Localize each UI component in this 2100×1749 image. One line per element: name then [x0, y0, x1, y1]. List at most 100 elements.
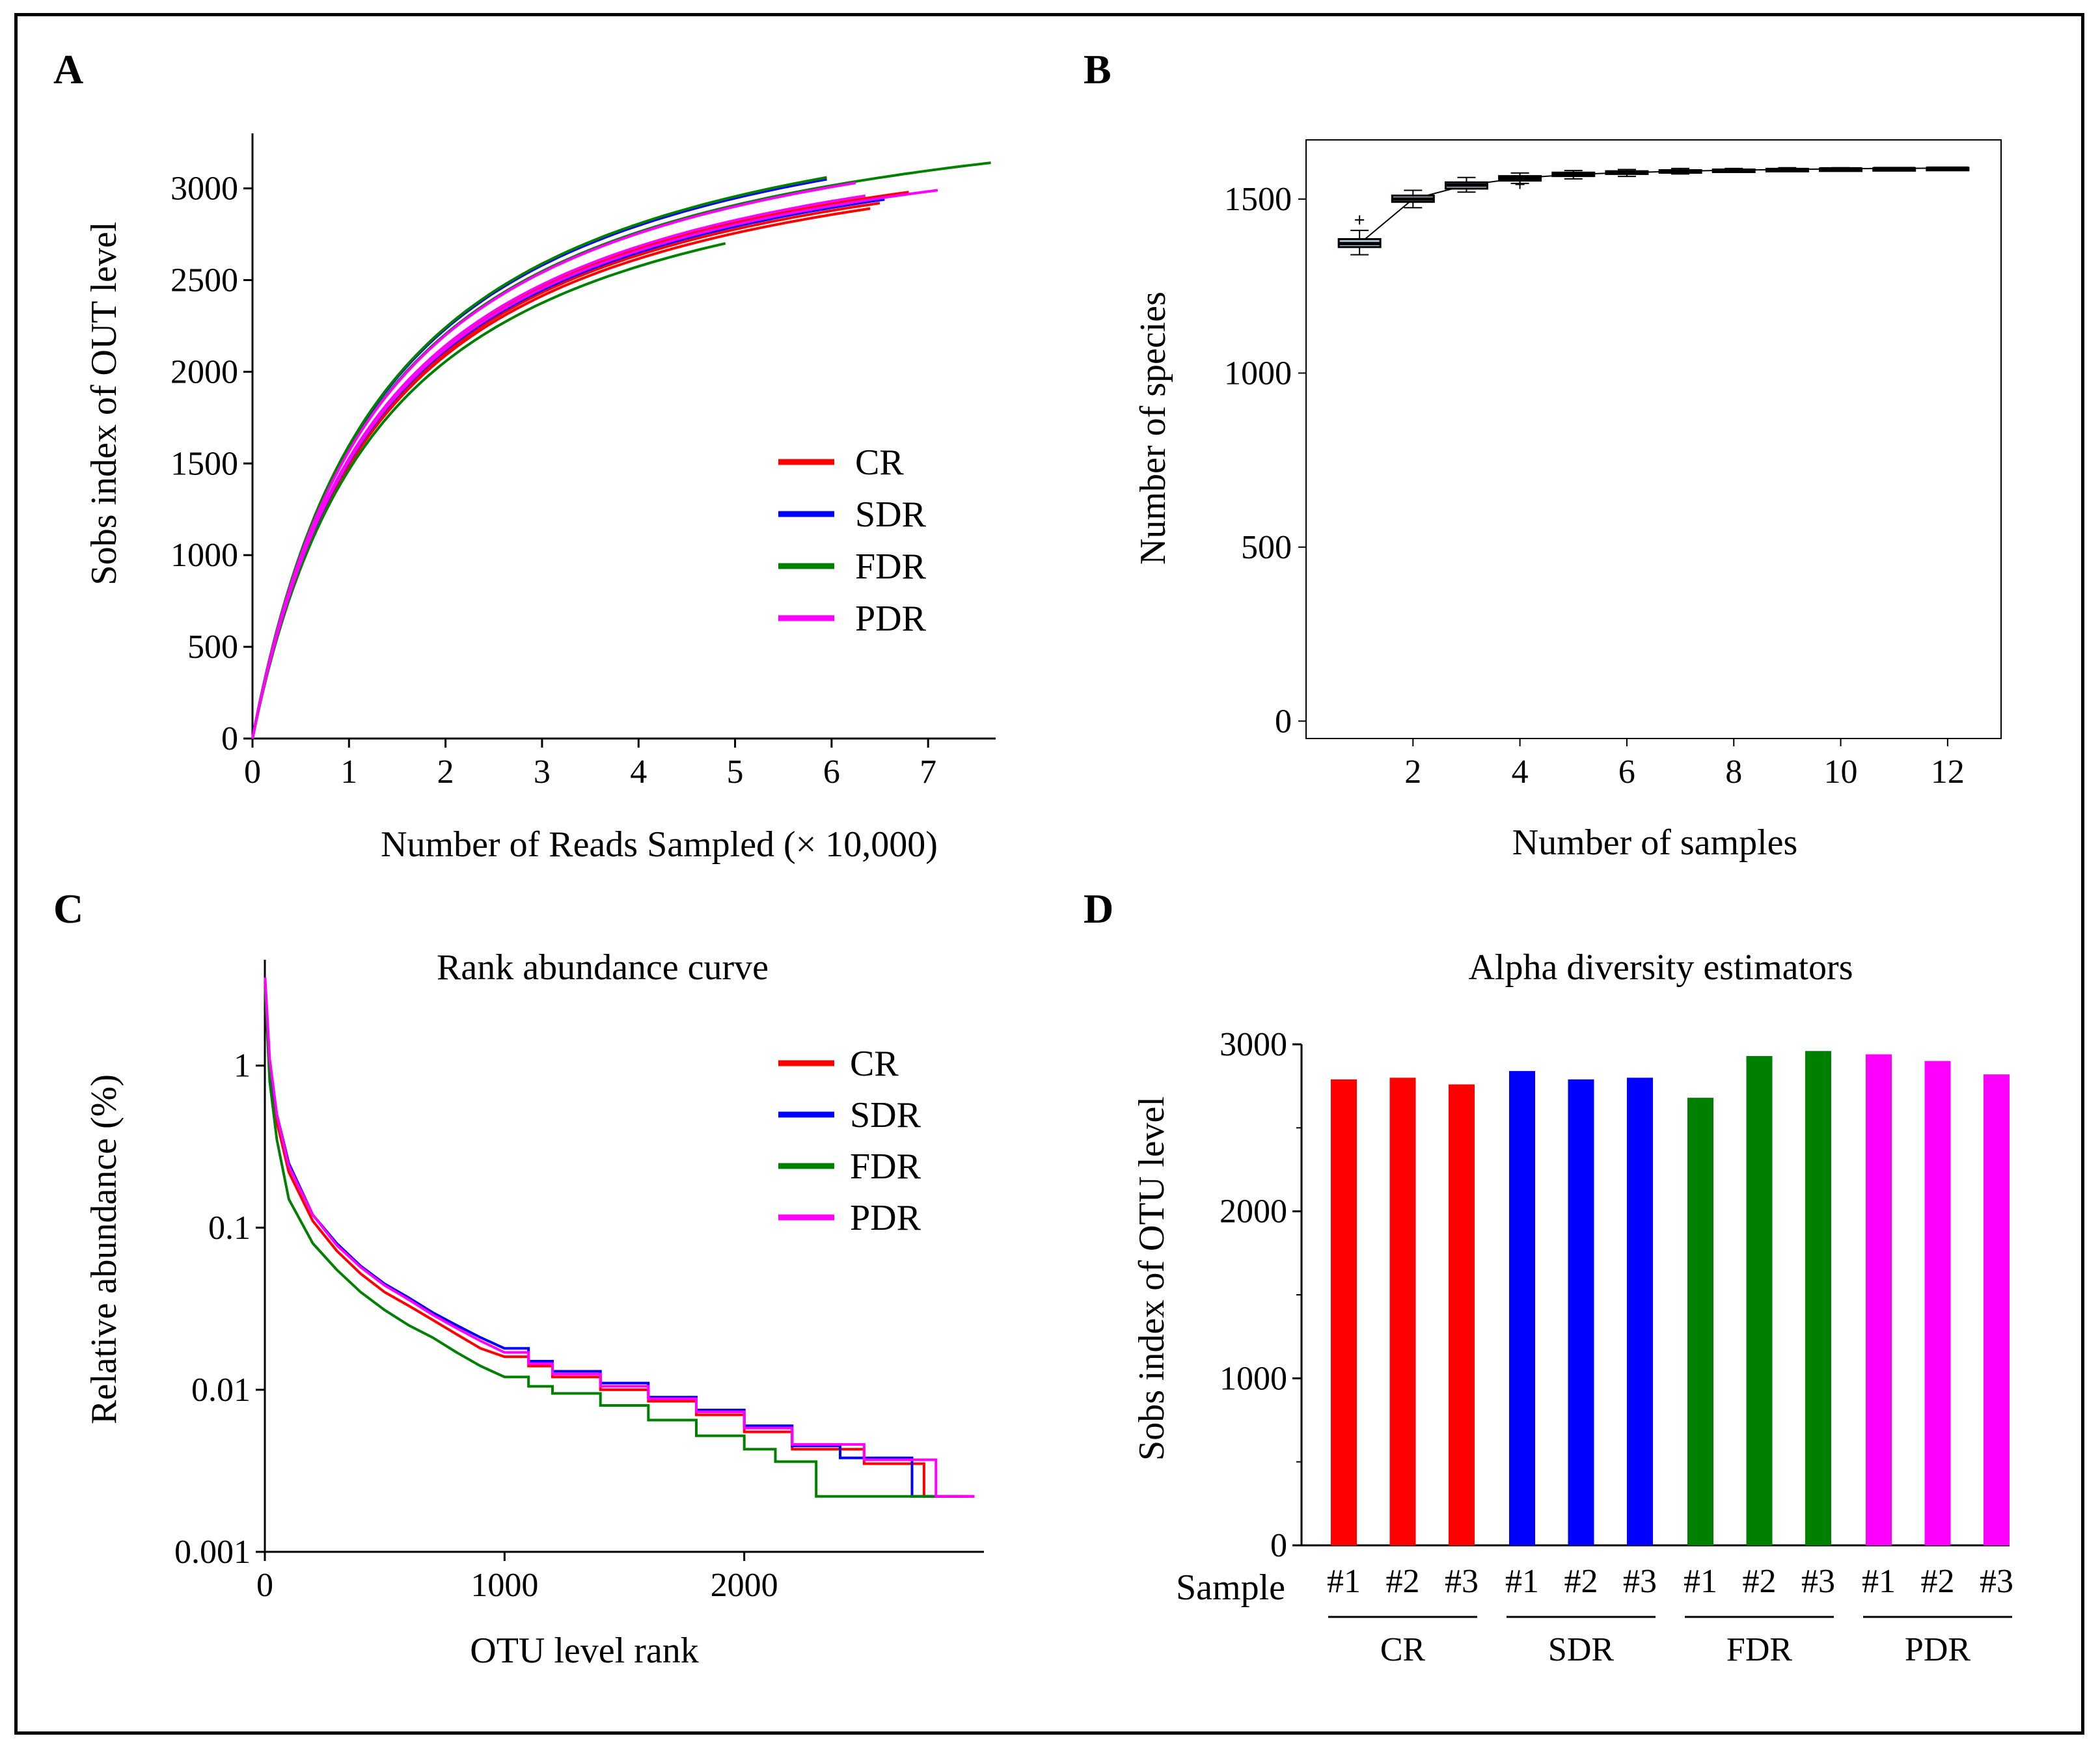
panel-a-y-tick-label: 0: [221, 720, 238, 757]
panel-b-x-tick-label: 8: [1725, 753, 1742, 791]
panel-a-curves: [251, 161, 991, 739]
panel-b-y-ticks: 0 500 1000 1500: [1224, 181, 1306, 740]
panel-a-y-tick-label: 2000: [170, 353, 238, 390]
panel-d-category-label: #2: [1921, 1563, 1955, 1600]
panel-c-x-tick-label: 1000: [470, 1567, 538, 1604]
panel-d-category-label: #2: [1386, 1563, 1420, 1600]
legend-label-sdr: SDR: [855, 495, 927, 535]
figure-frame: [14, 13, 2084, 1735]
panel-c-y-ticks: 0.001 0.01 0.1 1: [174, 1048, 265, 1571]
panel-c-x-label: OTU level rank: [470, 1631, 698, 1671]
panel-d-bar-sdr: [1627, 1078, 1653, 1545]
panel-c-y-label: Relative abundance (%): [84, 1074, 124, 1424]
panel-a-y-tick-label: 2500: [170, 262, 238, 299]
panel-d-bar-cr: [1331, 1079, 1357, 1545]
panel-d-group-labels: CR SDR FDR PDR: [1328, 1616, 2012, 1668]
panel-d-category-label: #2: [1564, 1563, 1598, 1600]
panel-d: D Alpha diversity estimators 0 1000 2000 30…: [1084, 886, 2013, 1668]
panel-a-y-tick-label: 1000: [170, 537, 238, 574]
panel-a-legend: CR SDR FDR PDR: [778, 442, 927, 639]
panel-a-curve-fdr: [251, 176, 827, 739]
panel-b-x-tick-label: 10: [1824, 753, 1858, 791]
panel-d-category-label: #3: [1801, 1563, 1835, 1600]
panel-d-group-label: CR: [1380, 1631, 1426, 1668]
panel-a-x-tick-label: 2: [437, 753, 454, 791]
panel-d-bar-pdr: [1866, 1054, 1892, 1545]
panel-d-category-label: #1: [1862, 1563, 1896, 1600]
panel-d-category-label: #3: [1445, 1563, 1479, 1600]
panel-b: B 2 4 6 8 10 12 0 500 1000 1500 Number of sample…: [1084, 46, 2002, 863]
panel-a-curve-cr: [251, 207, 871, 739]
panel-d-bar-pdr: [1924, 1061, 1951, 1545]
panel-d-category-label: #2: [1743, 1563, 1777, 1600]
panel-c-title: Rank abundance curve: [437, 947, 769, 988]
panel-b-boxes: [1337, 166, 1970, 256]
panel-d-y-tick-label: 3000: [1220, 1026, 1287, 1063]
panel-a-y-label: Sobs index of OUT level: [84, 222, 124, 586]
panel-b-letter: B: [1084, 46, 1111, 92]
panel-d-letter: D: [1084, 886, 1113, 932]
panel-a-curve-pdr: [251, 182, 856, 739]
panel-d-y-tick-label: 2000: [1220, 1193, 1287, 1230]
panel-a-x-tick-label: 3: [534, 753, 551, 791]
panel-c-curves: [264, 977, 975, 1498]
panel-a-x-tick-label: 1: [340, 753, 357, 791]
panel-d-bar-fdr: [1687, 1098, 1713, 1545]
panel-b-x-ticks: 2 4 6 8 10 12: [1404, 739, 1965, 791]
panel-d-title: Alpha diversity estimators: [1468, 947, 1853, 988]
panel-d-y-label: Sobs index of OTU level: [1132, 1096, 1172, 1461]
legend-label-cr: CR: [855, 442, 904, 483]
panel-c-letter: C: [53, 886, 83, 932]
panel-c: C Rank abundance curve 0 1000 2000 0.0010.…: [53, 886, 984, 1671]
panel-c-x-tick-label: 2000: [711, 1567, 778, 1604]
panel-a-curve-pdr: [251, 194, 866, 739]
panel-d-bar-pdr: [1984, 1074, 2010, 1545]
panel-d-bar-fdr: [1805, 1051, 1831, 1545]
panel-d-category-label: #1: [1505, 1563, 1539, 1600]
panel-a-x-tick-label: 5: [727, 753, 744, 791]
legend-label-fdr: FDR: [850, 1146, 921, 1187]
panel-b-y-tick-label: 1500: [1224, 181, 1292, 218]
legend-label-pdr: PDR: [850, 1198, 921, 1238]
panel-d-group-label: FDR: [1726, 1631, 1792, 1668]
legend-label-pdr: PDR: [855, 599, 927, 639]
panel-c-y-tick-label: 0.01: [191, 1372, 251, 1409]
panel-b-x-tick-label: 4: [1512, 753, 1529, 791]
panel-b-x-tick-label: 2: [1404, 753, 1421, 791]
panel-c-y-tick-label: 0.001: [174, 1534, 251, 1571]
panel-b-y-tick-label: 1000: [1224, 355, 1292, 392]
panel-a-y-tick-label: 1500: [170, 445, 238, 482]
panel-a-y-ticks: 0 500 1000 1500 2000 2500 3000: [170, 170, 252, 757]
panel-d-group-label: PDR: [1905, 1631, 1970, 1668]
panel-b-plot-frame: [1305, 139, 2002, 739]
panel-b-y-tick-label: 0: [1275, 703, 1292, 740]
panel-d-bar-sdr: [1509, 1071, 1535, 1545]
panel-a-x-ticks: 0 1 2 3 4 5 6 7: [244, 739, 936, 791]
panel-d-bar-cr: [1389, 1078, 1416, 1545]
panel-d-y-ticks: 0 1000 2000 3000: [1220, 1026, 1302, 1564]
panel-b-y-tick-label: 500: [1241, 529, 1292, 566]
panel-d-bar-fdr: [1746, 1055, 1773, 1545]
panel-b-y-label: Number of species: [1133, 292, 1173, 565]
legend-label-cr: CR: [850, 1044, 899, 1084]
panel-a-x-tick-label: 0: [244, 753, 261, 791]
panel-c-curve-pdr: [264, 977, 975, 1498]
panel-d-bar-sdr: [1568, 1079, 1594, 1545]
panel-d-category-label: #1: [1684, 1563, 1717, 1600]
panel-c-legend: CR SDR FDR PDR: [778, 1044, 921, 1238]
panel-d-y-tick-label: 0: [1270, 1527, 1287, 1564]
panel-d-category-label: #3: [1980, 1563, 2013, 1600]
panel-c-curve-fdr: [264, 988, 961, 1498]
panel-c-y-tick-label: 1: [234, 1048, 251, 1085]
panel-b-x-tick-label: 12: [1931, 753, 1965, 791]
panel-d-group-label: SDR: [1548, 1631, 1614, 1668]
panel-a-x-tick-label: 7: [920, 753, 936, 791]
panel-d-category-label: #3: [1623, 1563, 1657, 1600]
panel-d-category-label: #1: [1327, 1563, 1361, 1600]
legend-label-fdr: FDR: [855, 547, 927, 587]
panel-a: A 0 1 2 3 4 5 6 7 0 500 1000 1500 2000 2500 3000 CR SD…: [53, 46, 996, 865]
panel-c-x-ticks: 0 1000 2000: [256, 1552, 778, 1604]
panel-c-y-tick-label: 0.1: [208, 1210, 251, 1247]
panel-d-bars: [1331, 1051, 2010, 1545]
